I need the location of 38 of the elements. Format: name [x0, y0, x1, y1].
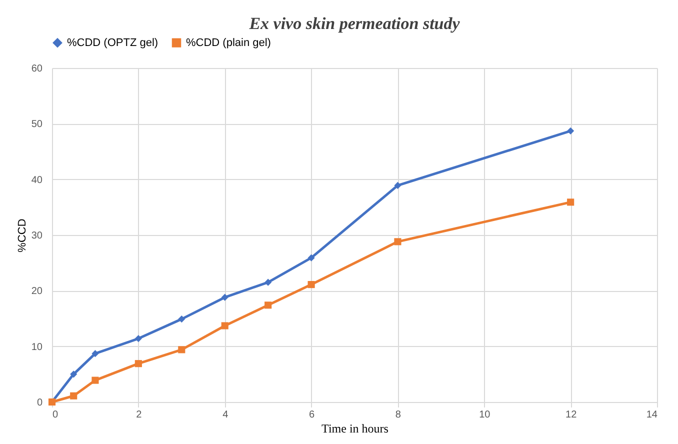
point	[92, 350, 99, 358]
legend-label: %CDD (OPTZ gel)	[67, 36, 158, 49]
y-axis-title: %CCD	[16, 218, 28, 252]
point	[134, 335, 142, 342]
point	[134, 360, 142, 368]
point	[264, 302, 272, 309]
y-tick-label: 40	[31, 174, 43, 186]
point	[70, 392, 78, 400]
point	[178, 316, 186, 323]
chart-title: Ex vivo skin permeation study	[248, 14, 460, 33]
point	[394, 238, 402, 246]
x-tick-label: 0	[52, 410, 58, 420]
y-tick-label: 0	[36, 398, 43, 408]
point	[221, 294, 228, 301]
y-tick-label: 30	[31, 230, 43, 242]
x-tick-label: 4	[222, 410, 229, 420]
point	[221, 322, 228, 330]
point	[308, 281, 315, 288]
point	[70, 370, 78, 378]
y-tick-label: 10	[31, 342, 43, 353]
point	[308, 254, 315, 262]
point	[178, 346, 186, 354]
x-tick-label: 14	[646, 410, 658, 420]
x-tick-label: 10	[479, 410, 491, 420]
x-tick-label: 6	[309, 410, 316, 420]
x-axis-title: Time in hours	[322, 422, 389, 436]
x-tick-label: 2	[136, 410, 142, 420]
x-tick-label: 8	[395, 410, 402, 420]
y-tick-label: 50	[31, 119, 43, 130]
x-tick-label: 12	[566, 410, 578, 420]
point	[92, 376, 99, 384]
y-tick-label: 20	[31, 286, 43, 298]
legend-label: %CDD (plain gel)	[186, 36, 271, 49]
point	[567, 198, 574, 206]
point	[567, 127, 574, 134]
point	[394, 182, 402, 189]
point	[264, 278, 272, 286]
y-tick-label: 60	[31, 64, 43, 74]
